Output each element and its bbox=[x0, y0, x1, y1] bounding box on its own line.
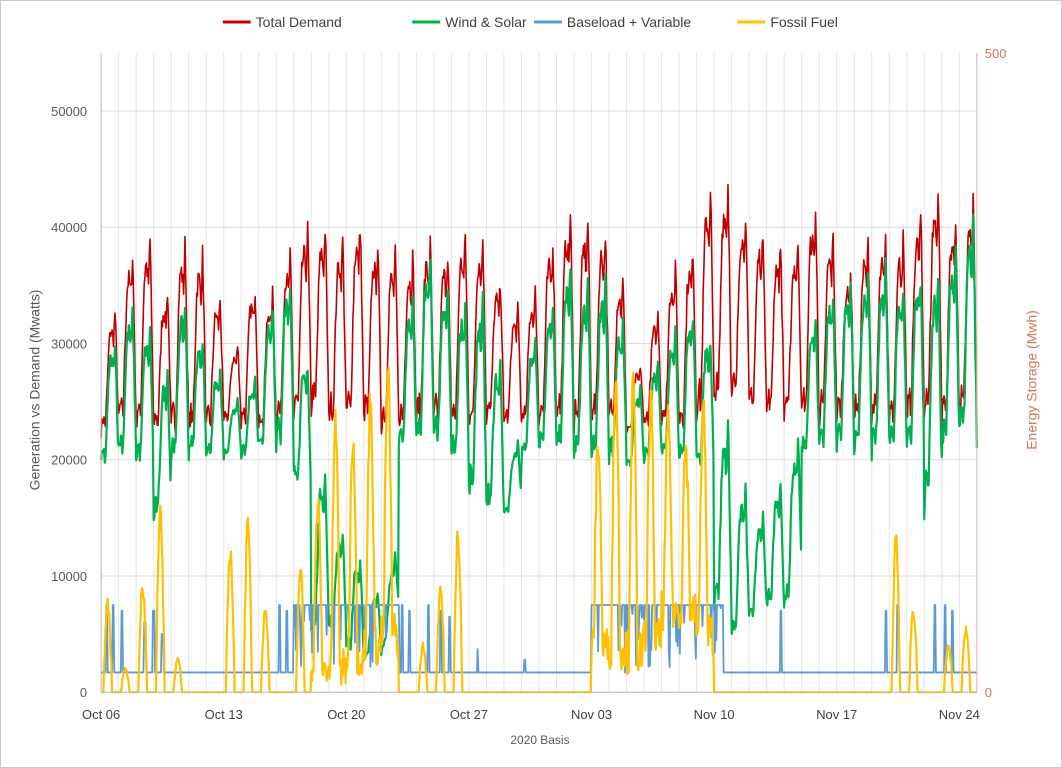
y-tick-label: 10000 bbox=[51, 569, 87, 584]
x-axis-title: 2020 Basis bbox=[510, 733, 569, 747]
y-axis-ticks: 0 10000 20000 30000 40000 50000 bbox=[51, 104, 87, 700]
legend-entry: Wind & Solar bbox=[445, 14, 527, 30]
x-tick-label: Oct 13 bbox=[205, 707, 243, 722]
y-tick-label: 30000 bbox=[51, 336, 87, 351]
y-axis-title: Generation vs Demand (Mwatts) bbox=[26, 290, 42, 491]
x-tick-label: Oct 20 bbox=[327, 707, 365, 722]
y2-tick-label: 500 bbox=[985, 46, 1007, 61]
legend: Total Demand Wind & Solar Baseload + Varia… bbox=[222, 14, 838, 30]
y-tick-label: 0 bbox=[80, 685, 87, 700]
y-tick-label: 40000 bbox=[51, 220, 87, 235]
x-tick-label: Nov 10 bbox=[694, 707, 735, 722]
series-baseload-variable bbox=[100, 604, 978, 674]
x-tick-label: Oct 27 bbox=[450, 707, 488, 722]
y-tick-label: 50000 bbox=[51, 104, 87, 119]
x-axis-ticks: Oct 06 Oct 13 Oct 20 Oct 27 Nov 03 Nov 10 Nov … bbox=[82, 707, 980, 722]
legend-entry: Baseload + Variable bbox=[567, 14, 691, 30]
y2-tick-label: 0 bbox=[985, 685, 992, 700]
series-wind-solar bbox=[100, 213, 978, 661]
y2-axis-ticks: 0 500 bbox=[985, 46, 1007, 700]
x-tick-label: Nov 17 bbox=[816, 707, 857, 722]
x-tick-label: Nov 03 bbox=[571, 707, 612, 722]
legend-entry: Fossil Fuel bbox=[770, 14, 837, 30]
y-tick-label: 20000 bbox=[51, 453, 87, 468]
axes bbox=[100, 52, 978, 693]
x-tick-label: Nov 24 bbox=[939, 707, 980, 722]
x-tick-label: Oct 06 bbox=[82, 707, 120, 722]
legend-entry: Total Demand bbox=[256, 14, 342, 30]
y2-axis-title: Energy Storage (Mwh) bbox=[1024, 310, 1040, 450]
